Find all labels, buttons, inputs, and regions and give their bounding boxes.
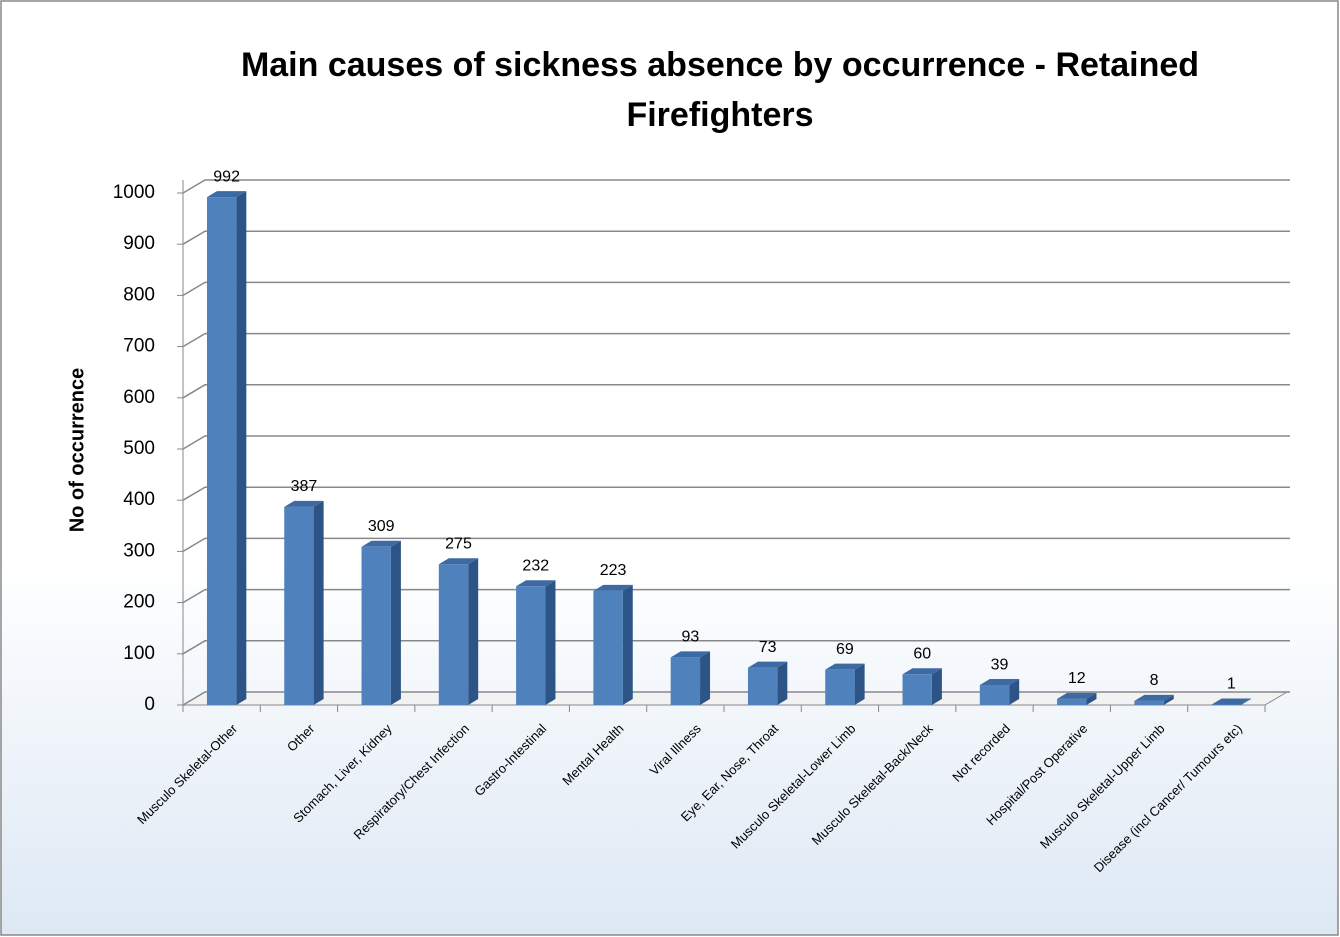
y-tick-label: 0 <box>144 694 155 715</box>
bar-side <box>622 584 633 705</box>
value-label: 992 <box>213 168 240 185</box>
bar-top <box>1211 698 1252 705</box>
value-label: 8 <box>1150 672 1159 689</box>
y-tick-label: 200 <box>123 592 155 613</box>
bar-side <box>1086 692 1097 705</box>
grid-line <box>182 486 1290 501</box>
bar <box>1134 700 1164 705</box>
bar-side <box>390 540 401 705</box>
bar <box>361 546 391 705</box>
bar <box>438 564 469 705</box>
bar-side <box>236 191 247 705</box>
bar <box>516 586 546 705</box>
bar <box>979 685 1010 705</box>
bar-side <box>1009 679 1020 705</box>
bar <box>593 590 623 705</box>
bar-top <box>979 679 1020 686</box>
floor <box>181 691 1289 706</box>
grid-line <box>182 384 1290 399</box>
value-label: 387 <box>291 478 318 495</box>
bar-top <box>516 580 556 587</box>
bar-top <box>825 663 865 670</box>
bar-side <box>468 558 479 705</box>
value-label: 12 <box>1068 670 1086 687</box>
value-label: 60 <box>913 645 931 662</box>
bar-side <box>777 661 788 705</box>
grid-line <box>182 435 1290 450</box>
value-label: 93 <box>681 629 699 646</box>
bar <box>825 669 855 705</box>
bar <box>284 506 314 705</box>
bar-side <box>931 668 942 705</box>
value-label: 232 <box>522 557 549 574</box>
bar <box>1057 698 1087 705</box>
bar-side <box>313 500 324 705</box>
y-tick-label: 600 <box>123 387 155 408</box>
value-label: 39 <box>991 656 1009 673</box>
bar <box>1211 704 1242 705</box>
chart-title: Main causes of sickness absence by occur… <box>240 46 1200 134</box>
y-tick-label: 400 <box>123 489 155 510</box>
value-label: 1 <box>1227 676 1236 693</box>
grid-line <box>182 281 1290 297</box>
bar-top <box>206 191 247 198</box>
bar <box>747 667 778 705</box>
bar-top <box>1134 694 1174 701</box>
value-label: 223 <box>600 562 627 579</box>
bar-top <box>1057 692 1097 699</box>
y-tick-label: 800 <box>123 284 155 305</box>
bar-top <box>438 558 479 565</box>
bar-top <box>593 584 633 591</box>
bar-top <box>670 651 711 658</box>
bar-top <box>284 500 324 507</box>
bar-side <box>1241 698 1252 705</box>
y-axis-label: No of occurrence <box>66 368 88 532</box>
value-label: 275 <box>445 535 472 552</box>
y-tick-label: 300 <box>123 540 155 561</box>
bar-top <box>902 668 942 675</box>
bar-side <box>700 651 711 705</box>
bar-top <box>361 540 401 547</box>
grid-line <box>182 179 1290 194</box>
y-tick-label: 1000 <box>113 182 155 203</box>
value-label: 69 <box>836 641 854 658</box>
bar <box>206 197 237 705</box>
grid-line <box>182 230 1290 245</box>
bar-side <box>545 580 556 705</box>
grid-line <box>182 537 1290 553</box>
y-tick-label: 100 <box>123 643 155 664</box>
value-label: 73 <box>759 639 777 656</box>
y-tick-label: 500 <box>123 438 155 459</box>
grid-line <box>182 332 1290 348</box>
grid-line <box>182 640 1290 655</box>
bar-side <box>1163 694 1174 705</box>
bar <box>670 657 701 705</box>
value-label: 309 <box>368 518 395 535</box>
bar-top <box>747 661 788 668</box>
bar-side <box>854 663 865 705</box>
grid-line <box>182 588 1290 604</box>
y-tick-label: 700 <box>123 336 155 357</box>
bar <box>902 674 932 705</box>
y-tick-label: 900 <box>123 233 155 254</box>
